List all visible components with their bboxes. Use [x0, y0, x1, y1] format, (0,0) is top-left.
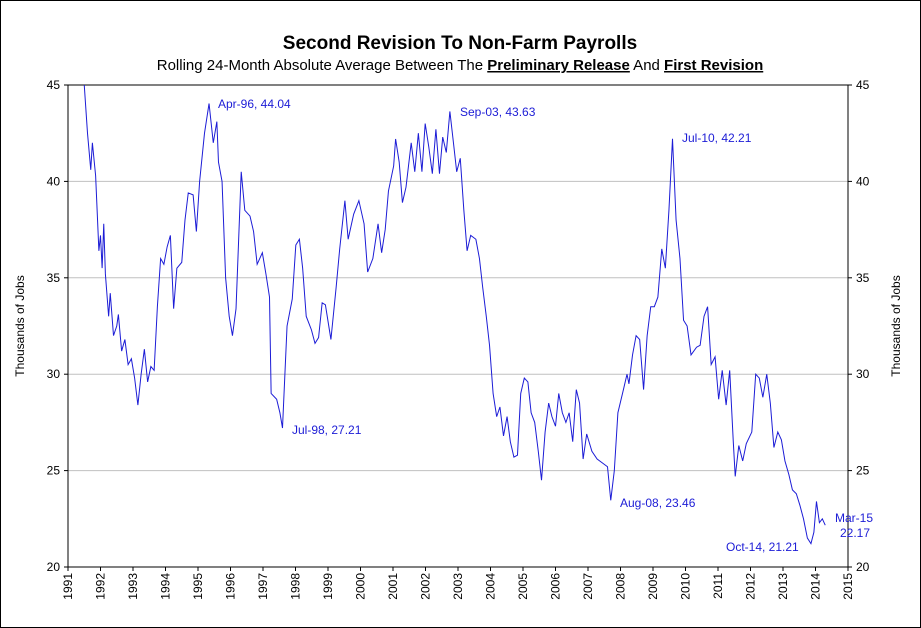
x-tick-label: 2013: [776, 573, 790, 600]
x-tick-label: 1997: [256, 573, 270, 600]
annotation: Aug-08, 23.46: [620, 496, 696, 510]
y2-tick-label: 45: [856, 78, 870, 92]
x-tick-label: 2002: [419, 573, 433, 600]
series-line: [83, 85, 826, 545]
annotation: Apr-96, 44.04: [218, 97, 291, 111]
y2-tick-label: 40: [856, 174, 870, 188]
x-tick-label: 1998: [289, 573, 303, 600]
chart-subtitle: Rolling 24-Month Absolute Average Betwee…: [157, 57, 764, 74]
y-tick-label: 20: [47, 560, 61, 574]
y2-tick-label: 20: [856, 560, 870, 574]
x-tick-label: 2014: [809, 573, 823, 600]
x-tick-label: 2006: [549, 573, 563, 600]
subtitle-part: Rolling 24-Month Absolute Average Betwee…: [157, 57, 488, 74]
x-tick-label: 1995: [191, 573, 205, 600]
x-tick-label: 2010: [679, 573, 693, 600]
y2-tick-label: 25: [856, 464, 870, 478]
x-tick-label: 2009: [646, 573, 660, 600]
x-tick-label: 1994: [159, 573, 173, 600]
annotation: 22.17: [840, 526, 870, 540]
y2-tick-label: 35: [856, 271, 870, 285]
x-tick-label: 2012: [744, 573, 758, 600]
subtitle-part: And: [630, 57, 664, 74]
subtitle-part: Preliminary Release: [487, 57, 630, 74]
x-tick-label: 1991: [61, 573, 75, 600]
x-tick-label: 2008: [614, 573, 628, 600]
annotation: Jul-10, 42.21: [682, 131, 752, 145]
plot-area: [67, 84, 849, 568]
x-tick-label: 2003: [451, 573, 465, 600]
x-tick-label: 1996: [224, 573, 238, 600]
y-tick-label: 40: [47, 174, 61, 188]
x-tick-label: 2000: [354, 573, 368, 600]
y-tick-label: 30: [47, 367, 61, 381]
x-tick-label: 2015: [841, 573, 855, 600]
x-tick-label: 2001: [386, 573, 400, 600]
y-tick-label: 45: [47, 78, 61, 92]
annotation: Jul-98, 27.21: [292, 423, 362, 437]
y2-tick-label: 30: [856, 367, 870, 381]
x-tick-label: 1993: [126, 573, 140, 600]
y2-axis-label: Thousands of Jobs: [889, 275, 903, 376]
x-tick-label: 2011: [711, 573, 725, 599]
x-tick-label: 2004: [484, 573, 498, 600]
x-tick-label: 2007: [581, 573, 595, 600]
x-tick-label: 1992: [94, 573, 108, 600]
chart-title: Second Revision To Non-Farm Payrolls: [283, 33, 637, 54]
annotation: Mar-15: [835, 511, 873, 525]
y-axis-label: Thousands of Jobs: [13, 275, 27, 376]
annotation: Oct-14, 21.21: [726, 540, 799, 554]
subtitle-part: First Revision: [664, 57, 763, 74]
x-tick-label: 1999: [321, 573, 335, 600]
annotation: Sep-03, 43.63: [460, 105, 536, 119]
x-tick-label: 2005: [516, 573, 530, 600]
y-tick-label: 35: [47, 271, 61, 285]
y-tick-label: 25: [47, 464, 61, 478]
